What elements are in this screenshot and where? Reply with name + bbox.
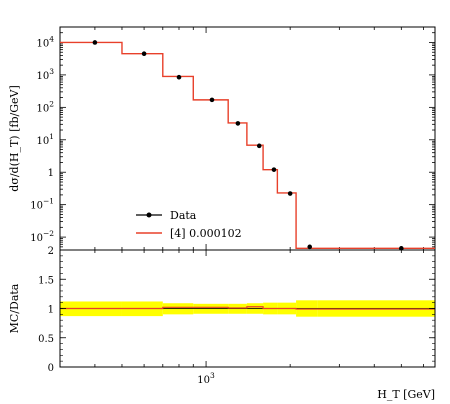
mc-histogram-line [60, 41, 435, 250]
data-point [307, 244, 313, 250]
data-point [256, 143, 262, 149]
ratio-y-tick-label: 1 [48, 305, 54, 316]
data-point [141, 51, 147, 57]
legend-data-marker-dot [146, 212, 152, 218]
ratio-mc-line [60, 306, 435, 310]
ratio-panel: 0 0.5 1 1.5 2 103 MC/Data H_T [GeV] [8, 246, 436, 401]
ratio-y-tick-label: 1.5 [38, 275, 54, 286]
x-tick-label: 103 [197, 371, 215, 386]
main-panel: 104 103 102 101 1 10−1 10−2 dσ/d(H_T) [fb/GeV] D… [8, 26, 436, 367]
y-tick-label: 1 [48, 168, 54, 179]
y-tick-label: 101 [36, 132, 54, 147]
y-tick-label: 10−1 [30, 197, 54, 212]
y-tick-label: 104 [36, 34, 54, 49]
data-point [287, 191, 293, 196]
legend-data-label: Data [170, 209, 197, 222]
data-point [235, 121, 241, 126]
y-tick-label: 102 [36, 99, 54, 114]
data-point [271, 167, 277, 172]
y-axis-label-ratio: MC/Data [8, 283, 21, 333]
ratio-y-tick-label: 0 [48, 363, 54, 374]
ratio-y-tick-label: 2 [48, 246, 54, 257]
legend-mc-label: [4] 0.000102 [170, 227, 242, 240]
y-axis-label-main: dσ/d(H_T) [fb/GeV] [8, 85, 21, 191]
y-tick-label: 103 [36, 67, 54, 82]
data-point [92, 40, 98, 45]
data-point [176, 74, 182, 80]
y-tick-label: 10−2 [30, 229, 54, 244]
x-axis-label: H_T [GeV] [377, 388, 435, 401]
data-point [399, 246, 404, 251]
data-point [209, 97, 215, 103]
ratio-y-tick-label: 0.5 [38, 334, 54, 345]
